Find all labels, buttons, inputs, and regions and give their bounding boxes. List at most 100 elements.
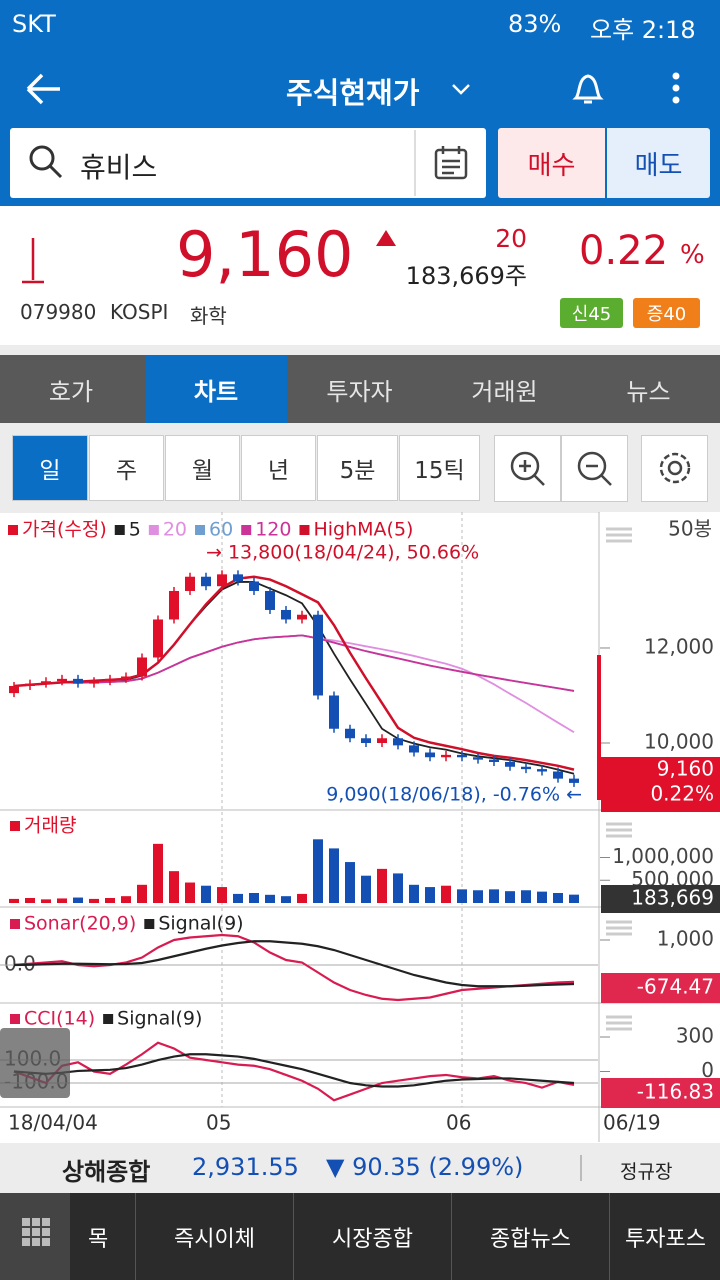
divider (414, 130, 416, 196)
nav-item[interactable]: 목 (88, 1226, 109, 1252)
settings[interactable] (641, 435, 708, 502)
back-button[interactable] (20, 66, 66, 112)
y-tick-label: 12,000 (644, 634, 714, 658)
change-rate: 0.22 (579, 228, 669, 274)
value-tag (601, 757, 720, 812)
sell-button[interactable]: 매도 (607, 128, 710, 198)
badge: 증40 (633, 298, 700, 328)
volume-bar (425, 887, 435, 903)
candle-body (185, 576, 195, 591)
search-box[interactable] (10, 128, 486, 198)
tab[interactable]: 투자자 (326, 377, 393, 406)
candle-body (553, 771, 563, 779)
volume-bar (201, 885, 211, 903)
legend-swatch (299, 525, 310, 535)
volume-bar (505, 891, 515, 903)
candle-body (249, 581, 259, 591)
value-tag (601, 973, 720, 1003)
dropdown[interactable] (450, 78, 472, 100)
candle-body (153, 619, 163, 658)
nav-item[interactable]: 투자포스 (609, 1193, 720, 1280)
alarm[interactable] (566, 66, 610, 110)
nav-item[interactable]: 시장종합 (293, 1193, 451, 1280)
candle-body (73, 678, 83, 684)
y-tick-label: 1,000 (657, 927, 714, 951)
volume-bar (233, 893, 243, 903)
candle-body (9, 685, 19, 694)
volume-bar (9, 898, 19, 903)
volume-bar (361, 875, 371, 903)
divider (580, 1155, 582, 1181)
index-change: ▼ 90.35 (2.99%) (326, 1153, 524, 1181)
volume-bar (153, 843, 163, 903)
moving-average (13, 634, 575, 734)
candle-body (473, 757, 483, 760)
period-bar: 일 주 월 년 5분 15틱 (0, 432, 720, 504)
candle-body (105, 678, 115, 682)
tab[interactable]: 뉴스 (626, 377, 671, 406)
x-tick-label: 05 (206, 1111, 231, 1135)
period-button[interactable]: 15틱 (399, 435, 480, 501)
candle-body (441, 754, 451, 758)
legend-swatch (10, 821, 20, 831)
value-tag-label: -674.47 (637, 975, 714, 999)
volume-bar (297, 893, 307, 903)
candle-body (201, 576, 211, 587)
zoom-in[interactable] (494, 435, 561, 502)
volume-bar (121, 896, 131, 903)
legend-swatch (10, 919, 20, 929)
zoom-out[interactable] (561, 435, 628, 502)
search-query: 휴비스 (80, 151, 158, 184)
candle-body (41, 681, 51, 684)
tab[interactable]: 차트 (145, 355, 287, 423)
price-change: 20 (495, 224, 527, 253)
period-button[interactable]: 월 (165, 435, 240, 501)
candle-body (377, 738, 387, 744)
y-tick-label: 0 (701, 1058, 714, 1082)
volume-bar (553, 892, 563, 903)
nav-item[interactable]: 종합뉴스 (451, 1193, 609, 1280)
volume-bar (57, 898, 67, 903)
legend-label: CCI(14) (24, 1008, 95, 1030)
nav-item[interactable]: 즉시이체 (135, 1193, 293, 1280)
moving-average (13, 575, 575, 771)
volume-bar (393, 873, 403, 903)
volume-bar (249, 892, 259, 903)
market: KOSPI (110, 300, 169, 324)
volume-bar (313, 839, 323, 903)
tab[interactable]: 호가 (48, 377, 94, 406)
legend-swatch (8, 525, 18, 535)
carrier: SKT (12, 10, 56, 38)
period-button[interactable]: 일 (12, 435, 88, 501)
indicator-line (13, 933, 575, 1002)
menu-grid[interactable] (0, 1193, 70, 1280)
calendar-button[interactable] (432, 144, 470, 182)
zoom-controls (494, 435, 708, 502)
period-button[interactable]: 5분 (317, 435, 398, 501)
volume-bar (169, 871, 179, 903)
candle-body (265, 590, 275, 610)
volume-bar (281, 896, 291, 903)
candle-body (457, 754, 467, 758)
candle-body (521, 766, 531, 770)
index-name: 상해종합 (62, 1158, 151, 1186)
legend-label: 5 (129, 519, 141, 541)
period-button[interactable]: 년 (241, 435, 316, 501)
session: 정규장 (620, 1161, 673, 1183)
volume-bar (473, 890, 483, 903)
tab[interactable]: 거래원 (471, 377, 538, 406)
indicator-line (13, 1041, 575, 1102)
x-tick-label: 06 (446, 1111, 471, 1135)
buy-button[interactable]: 매수 (498, 128, 605, 198)
menu[interactable] (664, 70, 688, 110)
floating-button[interactable] (0, 1028, 70, 1098)
period-button[interactable]: 주 (89, 435, 164, 501)
y-tick-label: 300 (676, 1023, 714, 1047)
volume-bar (537, 891, 547, 903)
screen-title[interactable]: 주식현재가 (286, 76, 420, 110)
value-tag (601, 885, 720, 913)
volume-bar (409, 884, 419, 903)
legend-swatch (10, 1014, 20, 1024)
candle-body (233, 574, 243, 582)
